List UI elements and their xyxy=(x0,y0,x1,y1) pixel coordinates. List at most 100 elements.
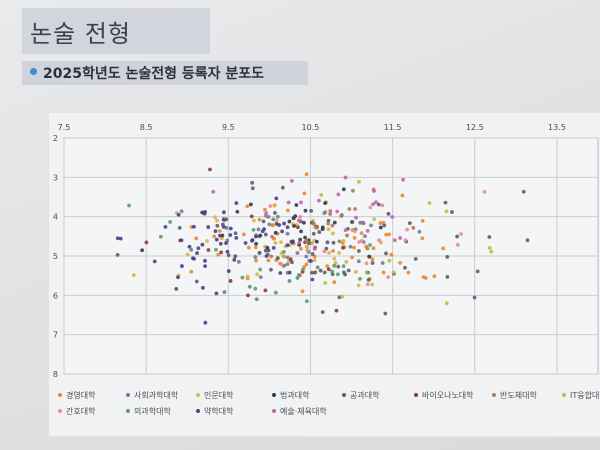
data-point xyxy=(258,267,263,272)
data-point xyxy=(443,200,448,205)
data-point xyxy=(444,209,449,214)
data-point xyxy=(331,248,335,253)
data-point xyxy=(482,190,487,194)
legend-label: 예술·체육대학 xyxy=(280,406,327,416)
data-point xyxy=(200,285,205,290)
y-tick-label: 5 xyxy=(53,252,58,261)
data-point xyxy=(459,232,463,236)
data-point xyxy=(263,213,268,218)
data-point xyxy=(225,249,230,254)
data-point xyxy=(403,238,408,243)
data-point xyxy=(299,246,303,251)
data-point xyxy=(294,203,299,207)
data-point xyxy=(320,310,325,315)
data-point xyxy=(317,230,322,234)
x-tick-label: 10.5 xyxy=(302,123,320,132)
data-point xyxy=(264,254,269,258)
data-point xyxy=(365,246,370,251)
data-point xyxy=(179,209,184,214)
data-point xyxy=(346,268,351,273)
data-point xyxy=(398,236,403,240)
data-point xyxy=(309,208,314,213)
data-point xyxy=(310,252,315,256)
data-point xyxy=(214,247,218,252)
data-point xyxy=(420,236,425,241)
data-point xyxy=(285,231,290,236)
data-point xyxy=(219,236,224,241)
data-point xyxy=(455,234,460,239)
legend-label: 간호대학 xyxy=(66,406,96,416)
data-point xyxy=(279,240,283,245)
data-point xyxy=(271,217,276,222)
data-point xyxy=(341,245,345,250)
x-tick-label: 8.5 xyxy=(140,123,153,132)
data-point xyxy=(232,257,237,262)
data-point xyxy=(372,217,377,222)
legend-marker xyxy=(126,393,130,397)
data-point xyxy=(359,231,364,236)
data-point xyxy=(246,293,250,298)
data-point xyxy=(330,231,335,236)
data-point xyxy=(392,238,397,243)
data-point xyxy=(295,276,300,280)
data-point xyxy=(357,180,361,184)
data-point xyxy=(296,218,301,223)
data-point xyxy=(298,237,303,242)
data-point xyxy=(420,219,425,223)
data-point xyxy=(411,225,416,230)
data-point xyxy=(206,225,211,229)
data-point xyxy=(152,259,157,264)
y-tick-label: 3 xyxy=(53,173,58,182)
data-point xyxy=(274,218,279,223)
data-point xyxy=(298,214,303,219)
data-point xyxy=(247,284,252,289)
data-point xyxy=(203,209,207,214)
data-point xyxy=(219,250,224,255)
data-point xyxy=(309,241,314,246)
data-point xyxy=(445,255,450,259)
legend-marker xyxy=(414,393,418,397)
data-point xyxy=(263,232,268,237)
data-point xyxy=(312,270,317,275)
data-point xyxy=(246,245,251,250)
data-point xyxy=(330,269,334,274)
scatter-chart: 7.5 8.5 9.5 10.5 11.5 12.5 13.5 2 3 4 5 6 7 8 경영대학 사회과학… xyxy=(53,123,600,416)
data-point xyxy=(280,229,285,234)
data-point xyxy=(303,208,308,213)
data-point xyxy=(233,231,238,236)
data-point xyxy=(287,279,292,283)
data-point xyxy=(347,207,352,211)
data-point xyxy=(336,192,341,197)
data-point xyxy=(300,289,305,294)
data-point xyxy=(356,259,361,264)
data-point xyxy=(241,232,246,237)
data-point xyxy=(177,226,182,230)
data-point xyxy=(312,246,317,251)
data-point xyxy=(258,233,263,238)
data-point xyxy=(312,222,316,226)
legend-marker xyxy=(562,393,566,397)
data-point xyxy=(211,189,216,194)
data-point xyxy=(370,257,375,262)
data-point xyxy=(221,210,226,215)
data-point xyxy=(376,202,381,207)
data-point xyxy=(270,234,274,239)
data-point xyxy=(176,275,180,280)
data-point xyxy=(304,254,309,259)
data-point xyxy=(332,220,337,225)
data-point xyxy=(309,270,314,275)
data-point xyxy=(339,213,344,217)
data-point xyxy=(261,219,266,224)
data-point xyxy=(364,261,369,266)
data-point xyxy=(228,279,233,283)
data-point xyxy=(180,264,184,268)
data-point xyxy=(319,193,324,197)
data-point xyxy=(320,225,325,230)
data-point xyxy=(441,246,446,251)
data-point xyxy=(352,245,356,250)
data-point xyxy=(309,259,313,263)
page-title: 논술 전형 xyxy=(30,20,131,48)
data-point xyxy=(450,210,454,214)
data-point xyxy=(253,245,258,250)
data-point xyxy=(352,235,357,240)
